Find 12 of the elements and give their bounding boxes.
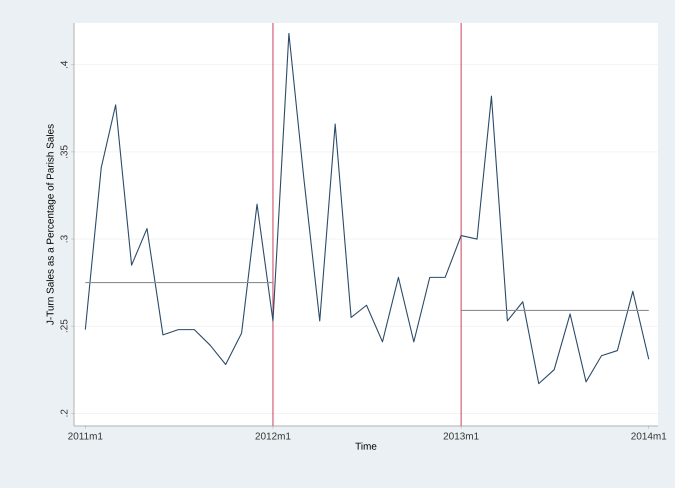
line-series — [84, 32, 650, 384]
y-tick-label: .2 — [60, 410, 68, 417]
y-tick-label: .3 — [60, 235, 68, 242]
x-tick-label: 2011m1 — [68, 432, 102, 440]
x-tick-label: 2014m1 — [631, 432, 666, 440]
x-tick-label: 2013m1 — [444, 432, 479, 440]
y-tick-label: .4 — [60, 60, 68, 68]
x-axis-title: Time — [355, 442, 376, 450]
y-axis-title: J-Turn Sales as a Percentage of Parish Sales — [46, 124, 56, 325]
y-tick-label: .35 — [60, 145, 68, 158]
x-tick-label: 2012m1 — [255, 432, 290, 440]
y-tick-label: .25 — [60, 320, 68, 332]
